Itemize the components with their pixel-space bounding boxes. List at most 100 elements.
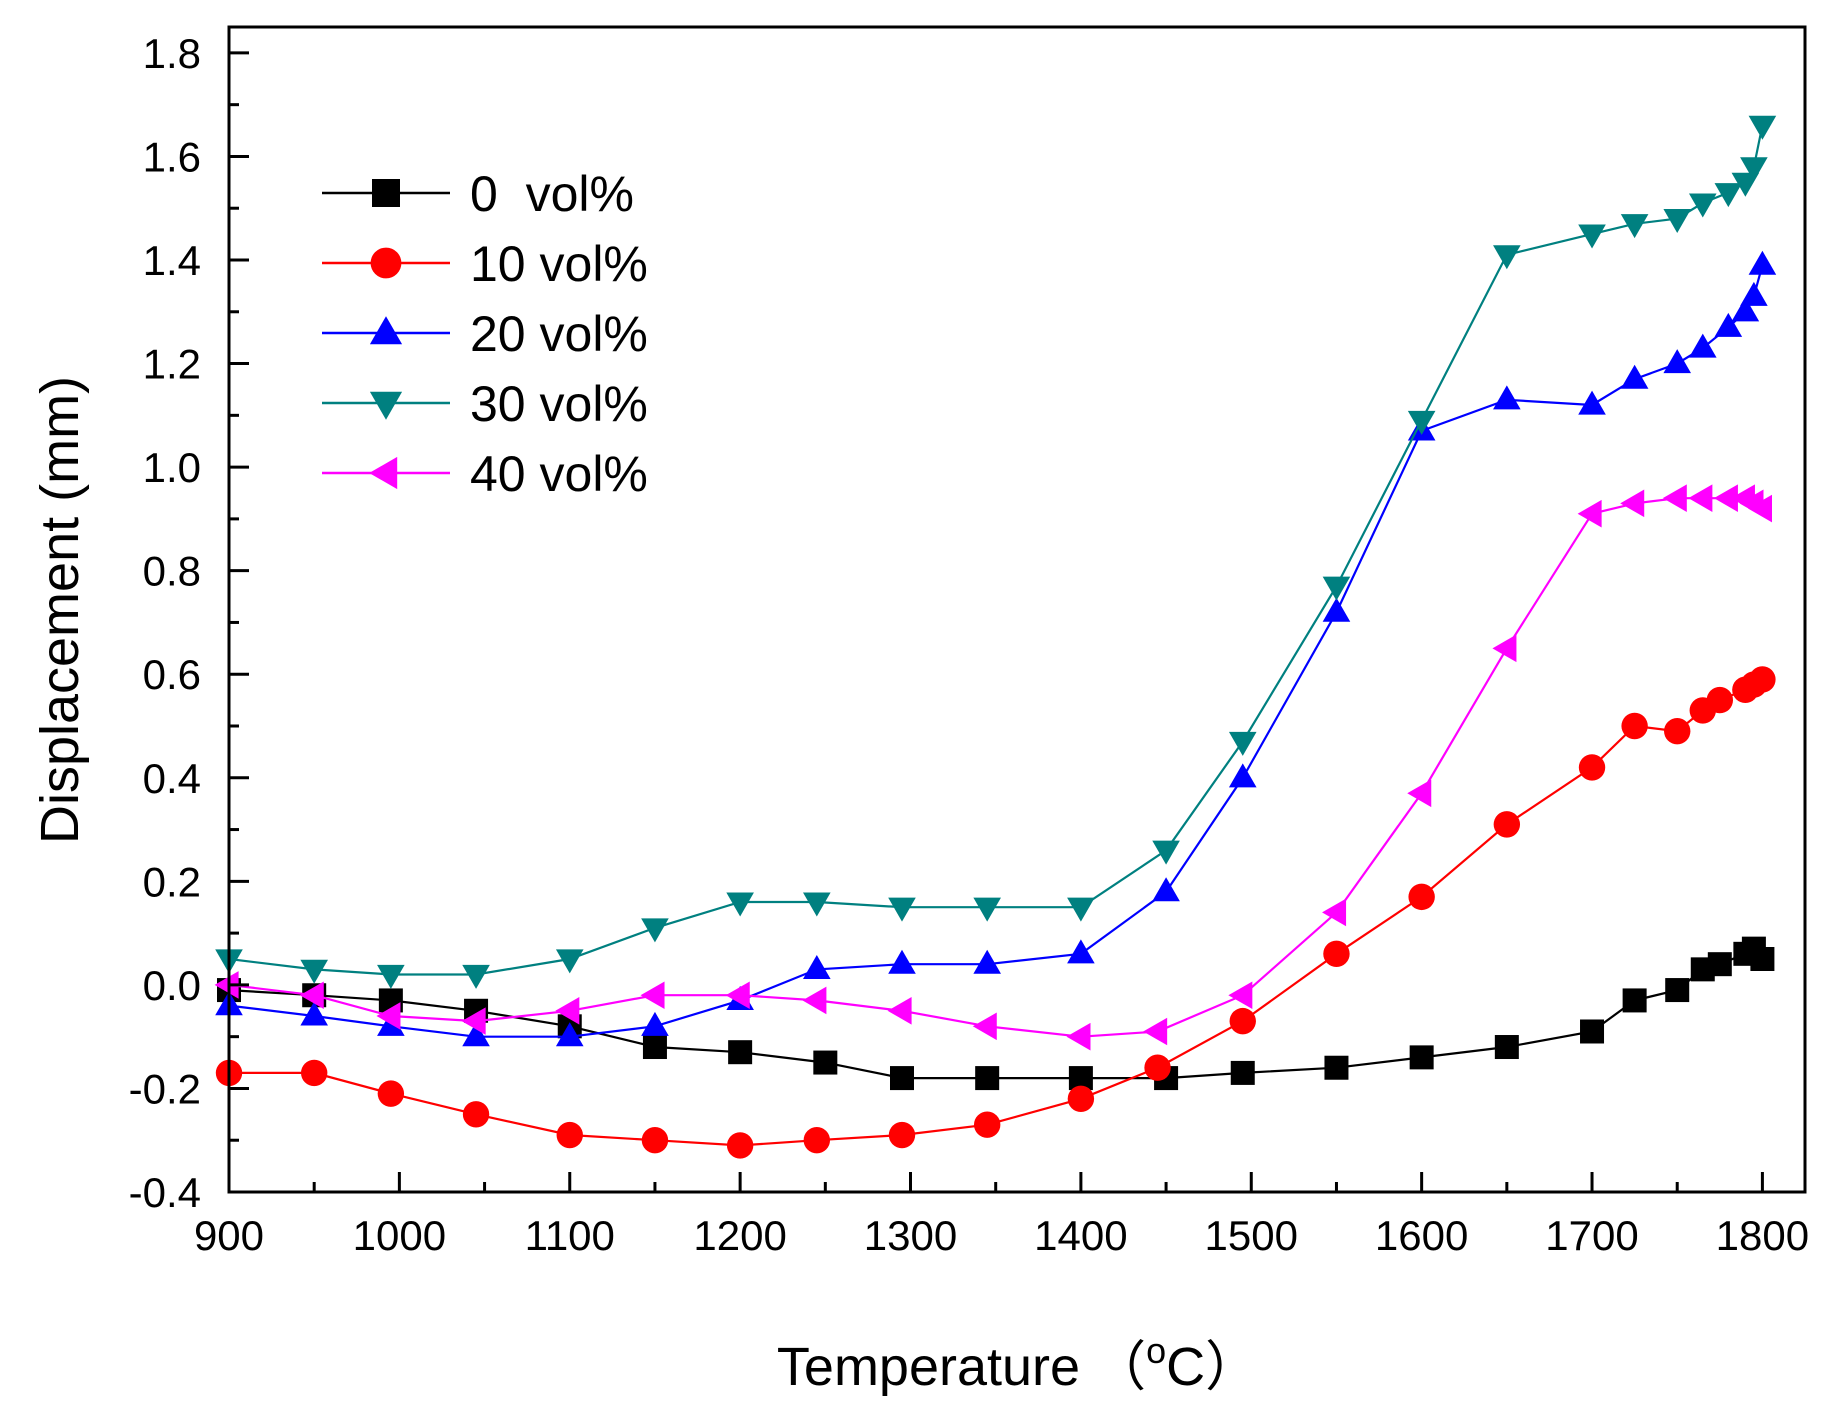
data-point	[462, 1022, 490, 1047]
data-point	[1324, 1055, 1349, 1080]
x-tick-label: 1400	[1034, 1212, 1127, 1259]
data-point	[889, 1066, 914, 1091]
data-point	[1749, 666, 1776, 693]
legend-marker	[370, 247, 402, 279]
data-point	[641, 1127, 669, 1154]
x-axis-title: Temperature （oC）	[777, 1330, 1259, 1397]
data-point	[1494, 1035, 1519, 1060]
data-point	[555, 996, 580, 1025]
data-point	[973, 949, 1001, 974]
data-point	[1152, 877, 1180, 902]
data-point	[1663, 349, 1692, 374]
data-point	[1663, 208, 1692, 233]
data-point	[641, 1011, 669, 1036]
data-point	[887, 996, 912, 1025]
x-tick-label: 1500	[1205, 1212, 1298, 1259]
x-tick-label: 1700	[1545, 1212, 1638, 1259]
data-point	[726, 1132, 754, 1159]
data-point	[888, 949, 916, 974]
data-point	[377, 1080, 405, 1107]
data-point	[973, 1111, 1001, 1138]
data-point	[1228, 731, 1257, 756]
y-tick-label: 0.8	[143, 548, 201, 595]
data-point	[300, 1001, 328, 1026]
data-point	[1144, 1054, 1171, 1081]
data-point	[1688, 484, 1713, 512]
x-axis-unit-base: C	[1166, 1337, 1205, 1397]
x-axis-unit-sup: o	[1146, 1330, 1166, 1371]
data-point	[1229, 1007, 1256, 1035]
data-point	[1731, 297, 1760, 322]
y-tick-label: 1.0	[143, 444, 201, 491]
data-point	[802, 986, 827, 1015]
y-tick-label: 1.4	[143, 237, 201, 284]
legend-label: 0 vol%	[470, 166, 634, 222]
data-point	[1620, 364, 1649, 389]
x-axis-unit-open: （	[1092, 1337, 1146, 1397]
data-point	[1152, 840, 1180, 865]
data-point	[642, 1035, 667, 1060]
data-point	[1143, 1017, 1168, 1046]
legend-item: 0 vol%	[322, 166, 634, 222]
data-point	[1407, 410, 1436, 435]
legend-item: 40 vol%	[322, 446, 648, 502]
data-point	[1706, 686, 1734, 714]
data-point	[1688, 333, 1717, 358]
data-point	[803, 892, 831, 917]
x-tick-label: 1000	[353, 1212, 446, 1259]
data-point	[888, 897, 916, 922]
legend-item: 30 vol%	[322, 376, 648, 432]
legend-label: 30 vol%	[470, 376, 648, 432]
data-point	[1620, 489, 1645, 518]
data-point	[725, 981, 750, 1010]
data-point	[1578, 390, 1606, 415]
data-point	[973, 897, 1001, 922]
legend-marker	[372, 179, 400, 207]
x-axis-unit-close: ）	[1205, 1337, 1259, 1397]
data-point	[1748, 115, 1777, 140]
data-point	[1688, 193, 1717, 218]
x-axis-title-text: Temperature	[777, 1337, 1080, 1397]
data-point	[1714, 183, 1743, 208]
data-point	[1622, 988, 1647, 1013]
x-tick-label: 1100	[525, 1212, 615, 1259]
y-tick-label: 1.6	[143, 133, 201, 180]
x-tick-label: 900	[194, 1212, 264, 1259]
data-point	[1731, 172, 1760, 197]
data-point	[803, 1127, 831, 1154]
data-point	[300, 1059, 328, 1087]
ticks-layer: 900 1000 1100 1200 1300 1400 1500 1600 1700 1800 -…	[129, 30, 1809, 1259]
series-layer	[214, 115, 1777, 1159]
x-tick-label: 1200	[693, 1212, 786, 1259]
y-tick-label: 0.0	[143, 962, 201, 1009]
data-point	[462, 964, 490, 989]
data-point	[1750, 947, 1775, 971]
y-tick-label: 0.6	[143, 651, 201, 698]
data-point	[1407, 779, 1432, 808]
data-point	[1713, 484, 1738, 512]
data-point	[1662, 484, 1687, 512]
legend-label: 20 vol%	[470, 306, 648, 362]
data-point	[1620, 214, 1649, 239]
data-point	[1740, 281, 1768, 306]
data-point	[1707, 952, 1732, 977]
data-point	[975, 1066, 1000, 1091]
data-point	[300, 959, 328, 984]
data-point	[1322, 576, 1351, 601]
x-tick-label: 1600	[1375, 1212, 1468, 1259]
legend-label: 10 vol%	[470, 236, 648, 292]
data-point	[728, 1040, 753, 1065]
data-point	[726, 892, 754, 917]
data-point	[1067, 897, 1095, 922]
legend-item: 10 vol%	[322, 236, 648, 292]
data-point	[1492, 634, 1517, 663]
data-point	[1714, 312, 1743, 337]
data-point	[555, 949, 584, 974]
data-point	[1621, 712, 1648, 740]
data-point	[214, 971, 239, 999]
data-point	[461, 1007, 486, 1035]
data-point	[1578, 754, 1606, 781]
data-point	[1577, 499, 1602, 528]
data-point	[1067, 939, 1095, 964]
